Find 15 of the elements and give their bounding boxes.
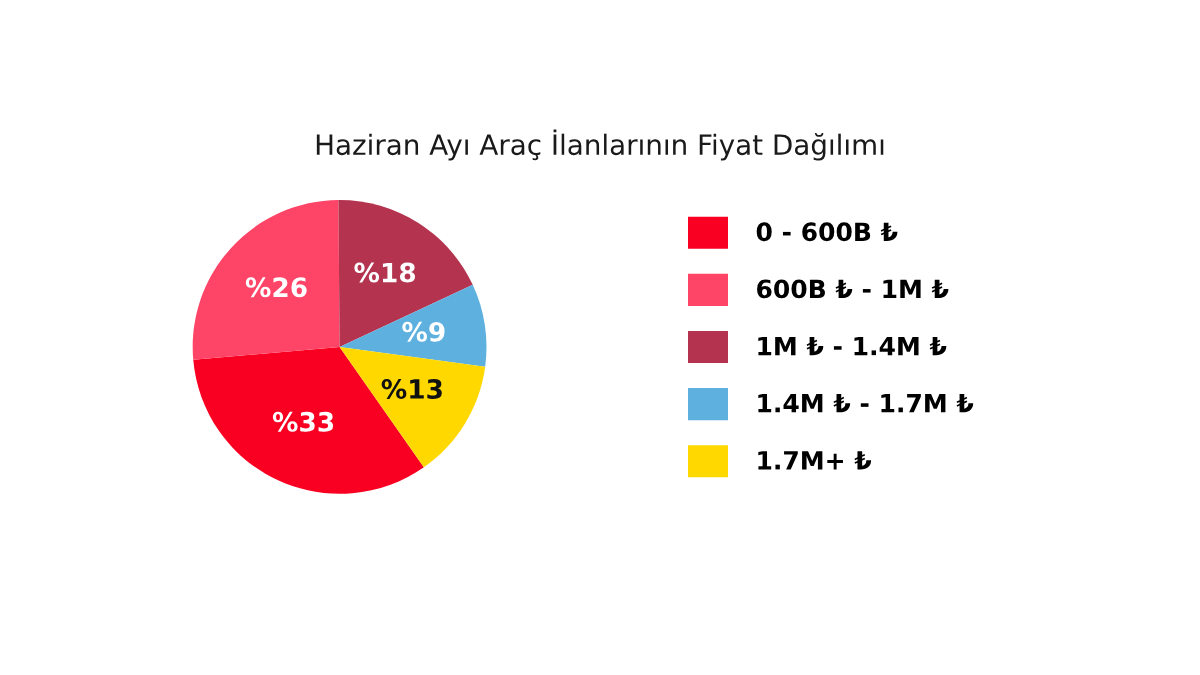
data-label: %9 — [402, 321, 445, 342]
legend-label: 600B ₺ - 1M ₺ — [757, 279, 949, 299]
pie-slice — [339, 346, 486, 468]
legend-label: 1M ₺ - 1.4M ₺ — [758, 336, 947, 356]
chart-title: Haziran Ayı Araç İlanlarının Fiyat Dağılımı — [316, 129, 884, 161]
pie-slice — [338, 200, 473, 347]
pie-slice — [192, 200, 340, 360]
legend-label: 1.7M+ ₺ — [758, 451, 872, 470]
data-label: %18 — [354, 262, 416, 283]
data-label: %26 — [245, 277, 307, 298]
data-label: %33 — [272, 411, 334, 432]
pie-slice — [339, 284, 487, 367]
legend-label: 0 - 600B ₺ — [756, 222, 898, 242]
data-label: %13 — [381, 378, 442, 399]
legend-label: 1.4M ₺ - 1.7M ₺ — [758, 394, 974, 413]
